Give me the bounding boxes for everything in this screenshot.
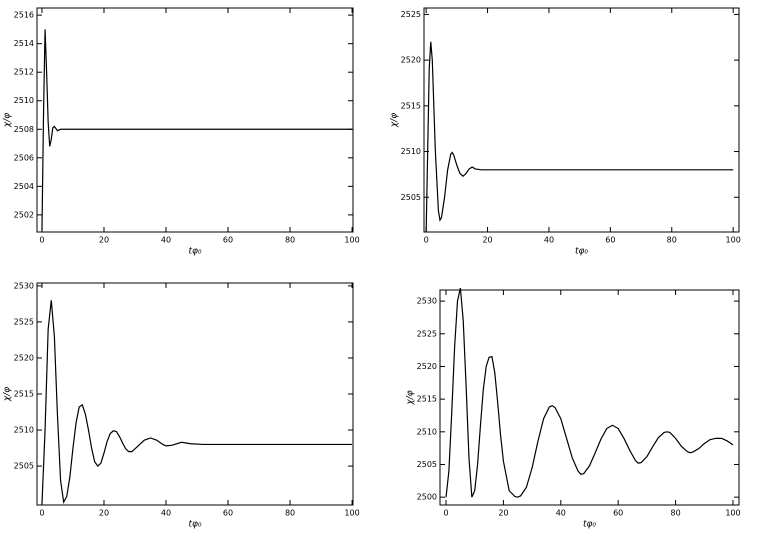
- y-tick-label: 2515: [417, 395, 437, 404]
- panel: 0 20 40 60 80 100 2505 2510 2515 2520 2525 2530 tφ₀ χ…: [3, 281, 360, 529]
- y-tick-label: 2515: [14, 390, 34, 399]
- y-tick-label: 2520: [401, 56, 421, 65]
- data-line: [41, 300, 353, 505]
- x-axis-label: tφ₀: [188, 247, 201, 257]
- data-line: [41, 29, 353, 231]
- y-tick-label: 2530: [14, 281, 34, 290]
- y-tick-label: 2510: [401, 147, 421, 156]
- x-tick-label: 40: [161, 509, 171, 518]
- x-tick-label: 40: [556, 509, 566, 518]
- y-tick-label: 2504: [14, 182, 34, 191]
- panel: 0 20 40 60 80 100 2502 2504 2506 2508 2510 2512 2514…: [3, 7, 360, 257]
- x-tick-label: 0: [39, 236, 44, 245]
- y-axis-label: χ/φ: [3, 387, 13, 402]
- panel: 0 20 40 60 80 100 2500 2505 2510 2515 2520 2525 2530…: [406, 287, 741, 530]
- x-axis-label: tφ₀: [583, 520, 596, 530]
- x-tick-label: 100: [726, 236, 741, 245]
- y-tick-label: 2525: [14, 317, 34, 326]
- x-tick-label: 100: [344, 509, 359, 518]
- x-tick-label: 20: [99, 236, 109, 245]
- x-axis-label: tφ₀: [188, 520, 201, 530]
- y-tick-label: 2506: [14, 153, 34, 162]
- y-tick-label: 2510: [14, 96, 34, 105]
- x-tick-label: 60: [223, 509, 233, 518]
- plot-frame: [36, 7, 354, 233]
- y-tick-label: 2502: [14, 210, 34, 219]
- x-tick-label: 0: [424, 236, 429, 245]
- y-axis-label: χ/φ: [3, 113, 13, 128]
- y-tick-label: 2514: [14, 39, 34, 48]
- y-tick-label: 2516: [14, 11, 34, 20]
- plot-frame: [423, 7, 740, 233]
- y-tick-label: 2505: [401, 193, 421, 202]
- x-tick-label: 40: [161, 236, 171, 245]
- x-tick-label: 100: [725, 509, 740, 518]
- data-line: [445, 287, 734, 498]
- x-tick-label: 20: [99, 509, 109, 518]
- x-tick-label: 80: [285, 509, 295, 518]
- y-tick-label: 2510: [417, 427, 437, 436]
- x-tick-label: 60: [223, 236, 233, 245]
- panel: 0 20 40 60 80 100 2505 2510 2515 2520 2525 tφ₀ χ/φ: [390, 7, 741, 257]
- x-tick-label: 40: [544, 236, 554, 245]
- y-tick-label: 2510: [14, 426, 34, 435]
- y-tick-label: 2520: [14, 353, 34, 362]
- y-tick-label: 2508: [14, 125, 34, 134]
- x-tick-label: 80: [667, 236, 677, 245]
- data-line: [425, 41, 734, 233]
- x-tick-label: 100: [344, 236, 359, 245]
- y-tick-label: 2525: [401, 10, 421, 19]
- x-tick-label: 20: [498, 509, 508, 518]
- y-axis-label: χ/φ: [406, 390, 416, 405]
- y-tick-label: 2505: [14, 462, 34, 471]
- x-tick-label: 0: [39, 509, 44, 518]
- x-tick-label: 60: [605, 236, 615, 245]
- y-tick-label: 2525: [417, 329, 437, 338]
- x-tick-label: 20: [482, 236, 492, 245]
- y-tick-label: 2512: [14, 68, 34, 77]
- y-tick-label: 2520: [417, 362, 437, 371]
- y-tick-label: 2500: [417, 493, 437, 502]
- x-axis-label: tφ₀: [575, 247, 588, 257]
- y-tick-label: 2505: [417, 460, 437, 469]
- x-tick-label: 60: [613, 509, 623, 518]
- plot-frame: [439, 289, 740, 506]
- x-tick-label: 80: [670, 509, 680, 518]
- x-tick-label: 0: [443, 509, 448, 518]
- y-tick-label: 2530: [417, 297, 437, 306]
- y-tick-label: 2515: [401, 101, 421, 110]
- x-tick-label: 80: [285, 236, 295, 245]
- y-axis-label: χ/φ: [390, 113, 400, 128]
- plot-frame: [36, 282, 354, 506]
